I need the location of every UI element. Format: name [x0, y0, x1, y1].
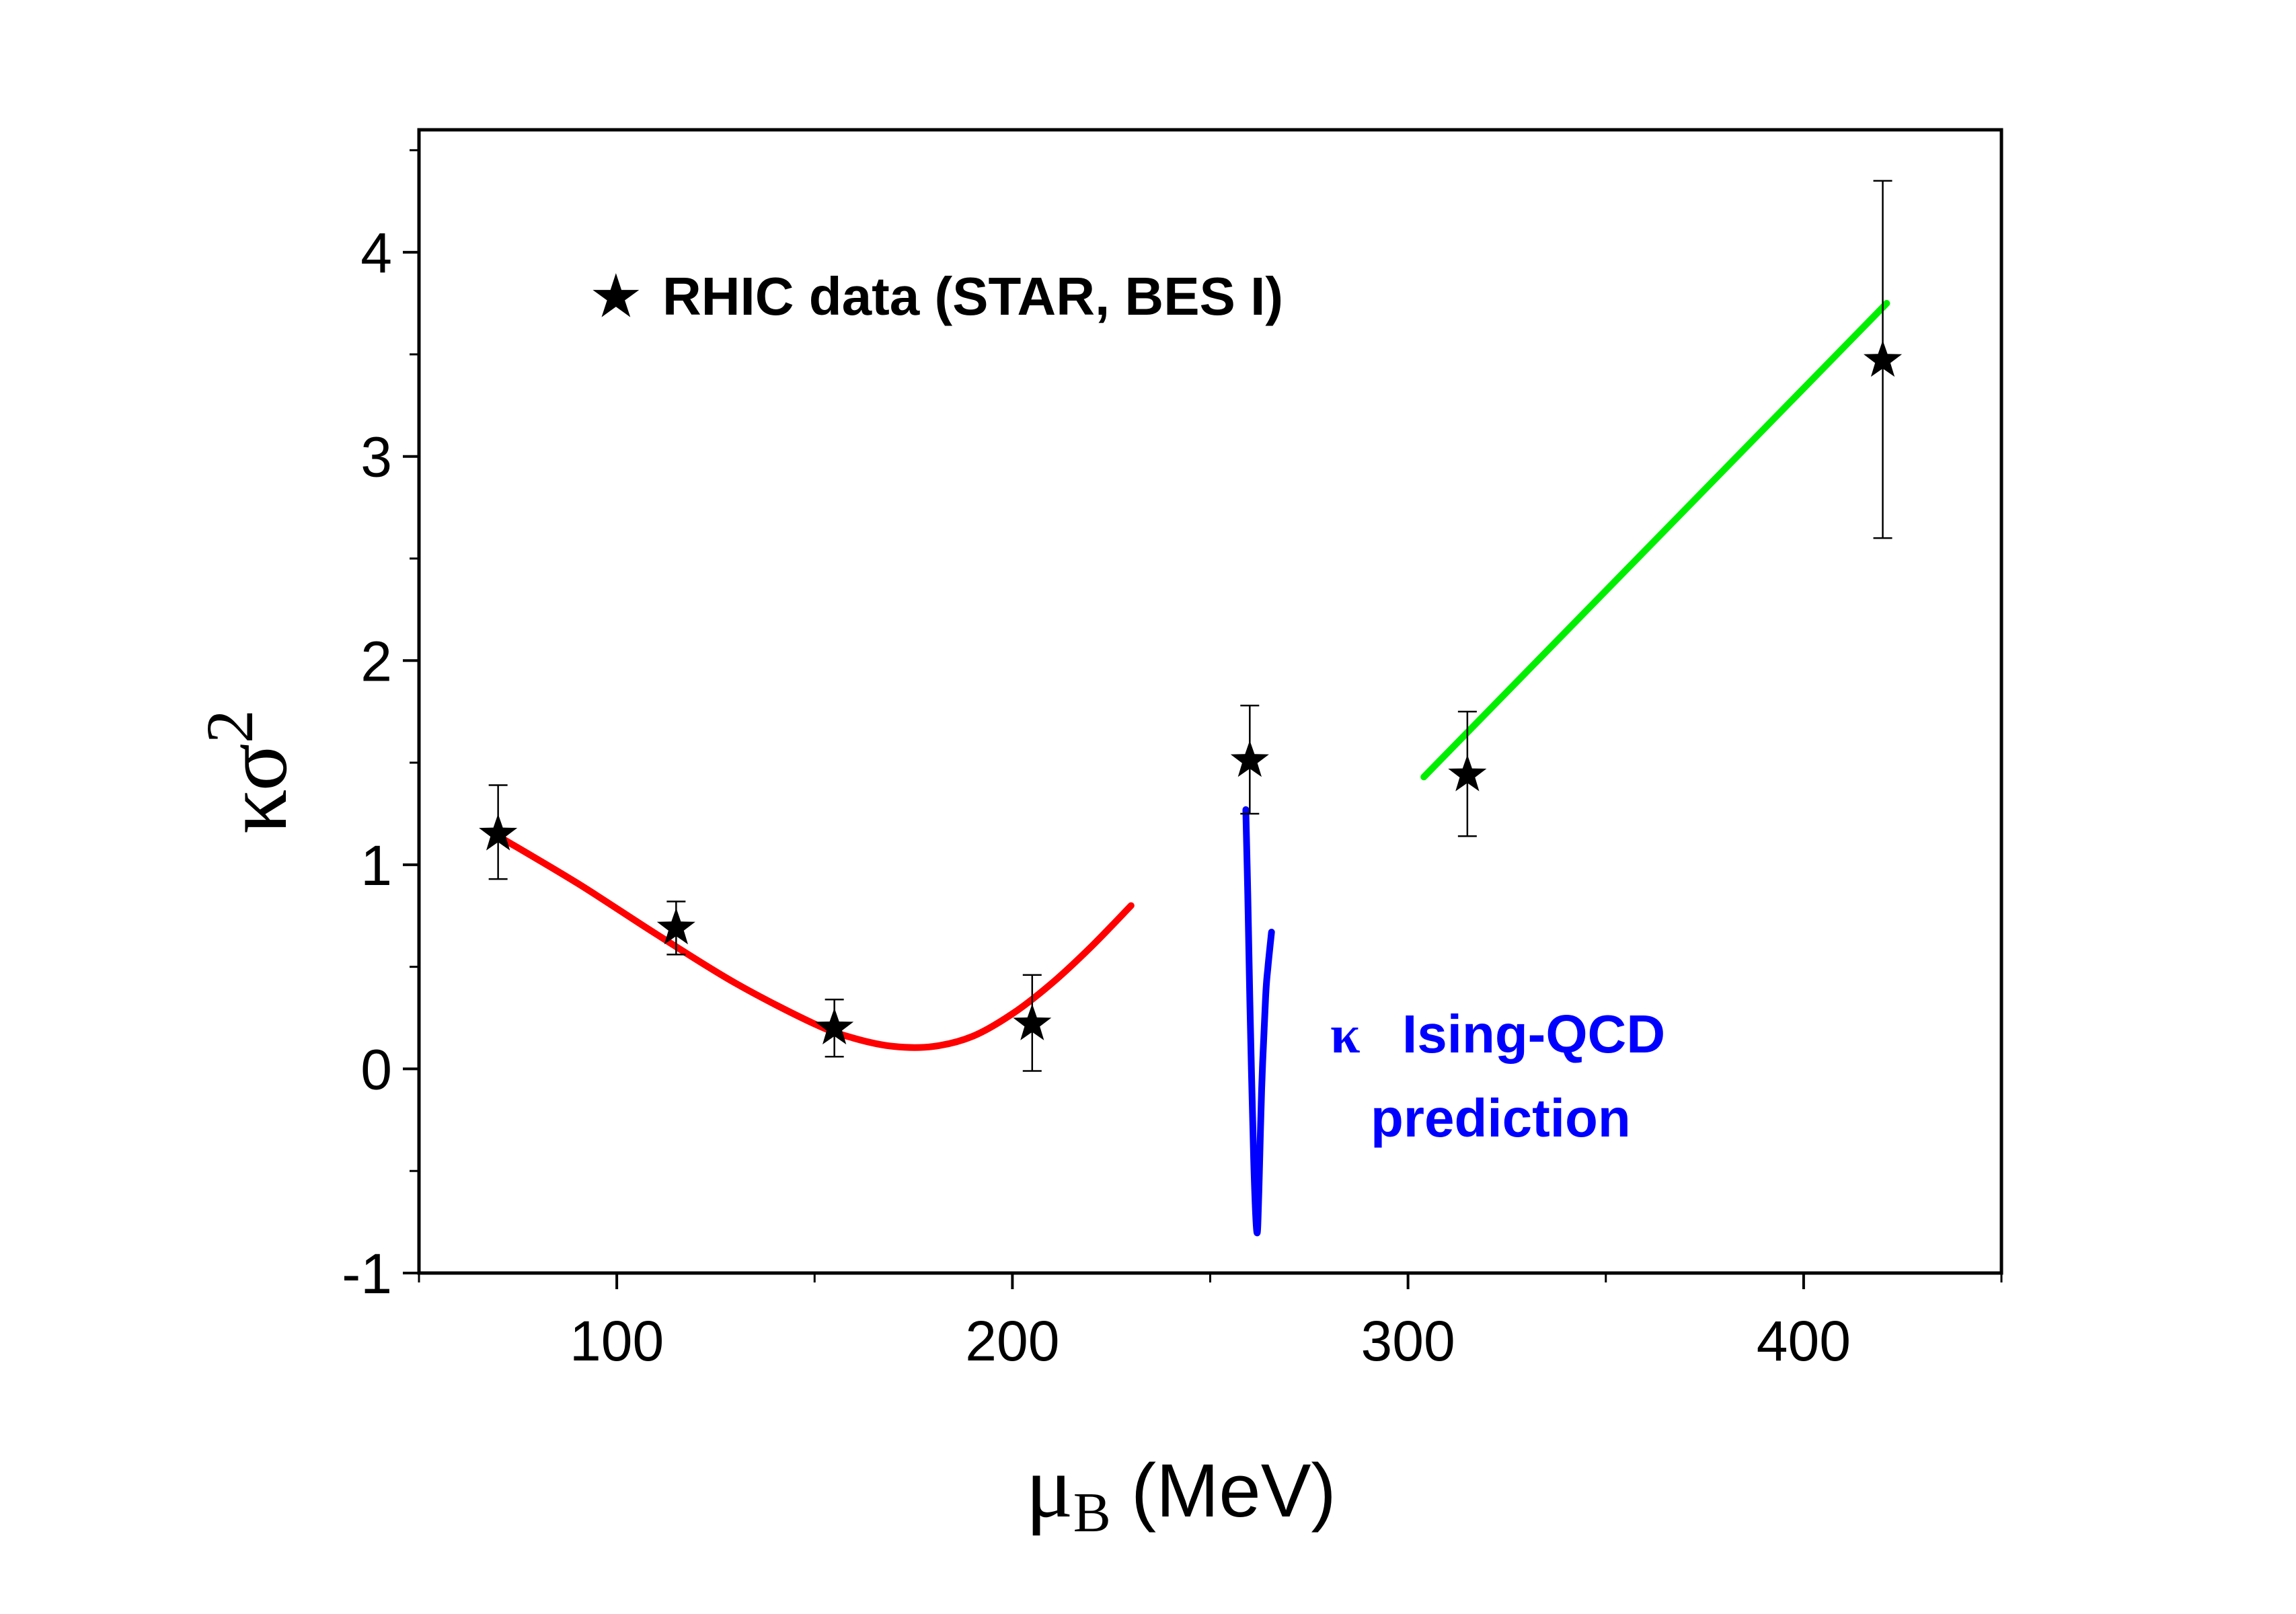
x-axis-units: (MeV) [1131, 1449, 1336, 1533]
data-point-star [1864, 340, 1903, 377]
data-point-star [479, 814, 518, 851]
ising-label-line2: prediction [1371, 1088, 1631, 1148]
x-tick-label: 100 [570, 1309, 664, 1373]
x-tick-label: 300 [1361, 1309, 1455, 1373]
y-tick-label: -1 [342, 1242, 392, 1305]
x-axis-symbol: μ [1026, 1437, 1073, 1536]
ising-qcd-prediction-curve [1242, 806, 1275, 1237]
green-line-curve [1420, 300, 1890, 781]
y-tick-label: 0 [360, 1038, 392, 1101]
y-axis-symbol: κσ [206, 743, 305, 834]
data-point-star [1448, 755, 1487, 792]
tick-labels: 100 200 300 400 -1 0 1 2 3 4 [342, 221, 1851, 1373]
x-tick-label: 200 [965, 1309, 1059, 1373]
x-axis-subscript: B [1073, 1482, 1111, 1544]
y-axis-title: κσ2 [192, 709, 305, 834]
legend-rhic-marker: ★ [592, 266, 640, 326]
data-point-star [1230, 740, 1269, 777]
legend-rhic-label: RHIC data (STAR, BES I) [662, 266, 1283, 326]
data-point-star [656, 908, 695, 945]
axis-ticks [403, 149, 2003, 1289]
x-axis-title: μB (MeV) [1026, 1437, 1336, 1544]
y-tick-label: 4 [360, 221, 392, 284]
data-points [479, 180, 1903, 1072]
red-curve-curve [494, 833, 1135, 1051]
ising-label-line1: Ising-QCD [1402, 1004, 1665, 1064]
y-axis-superscript: 2 [192, 709, 267, 743]
ising-kappa-marker: κ [1330, 1005, 1360, 1065]
y-tick-label: 1 [360, 834, 392, 897]
curves [494, 300, 1890, 1237]
data-point-star [1013, 1003, 1052, 1040]
x-tick-label: 400 [1757, 1309, 1851, 1373]
y-tick-label: 3 [360, 426, 392, 489]
data-point-star [815, 1007, 854, 1044]
y-tick-label: 2 [360, 629, 392, 693]
